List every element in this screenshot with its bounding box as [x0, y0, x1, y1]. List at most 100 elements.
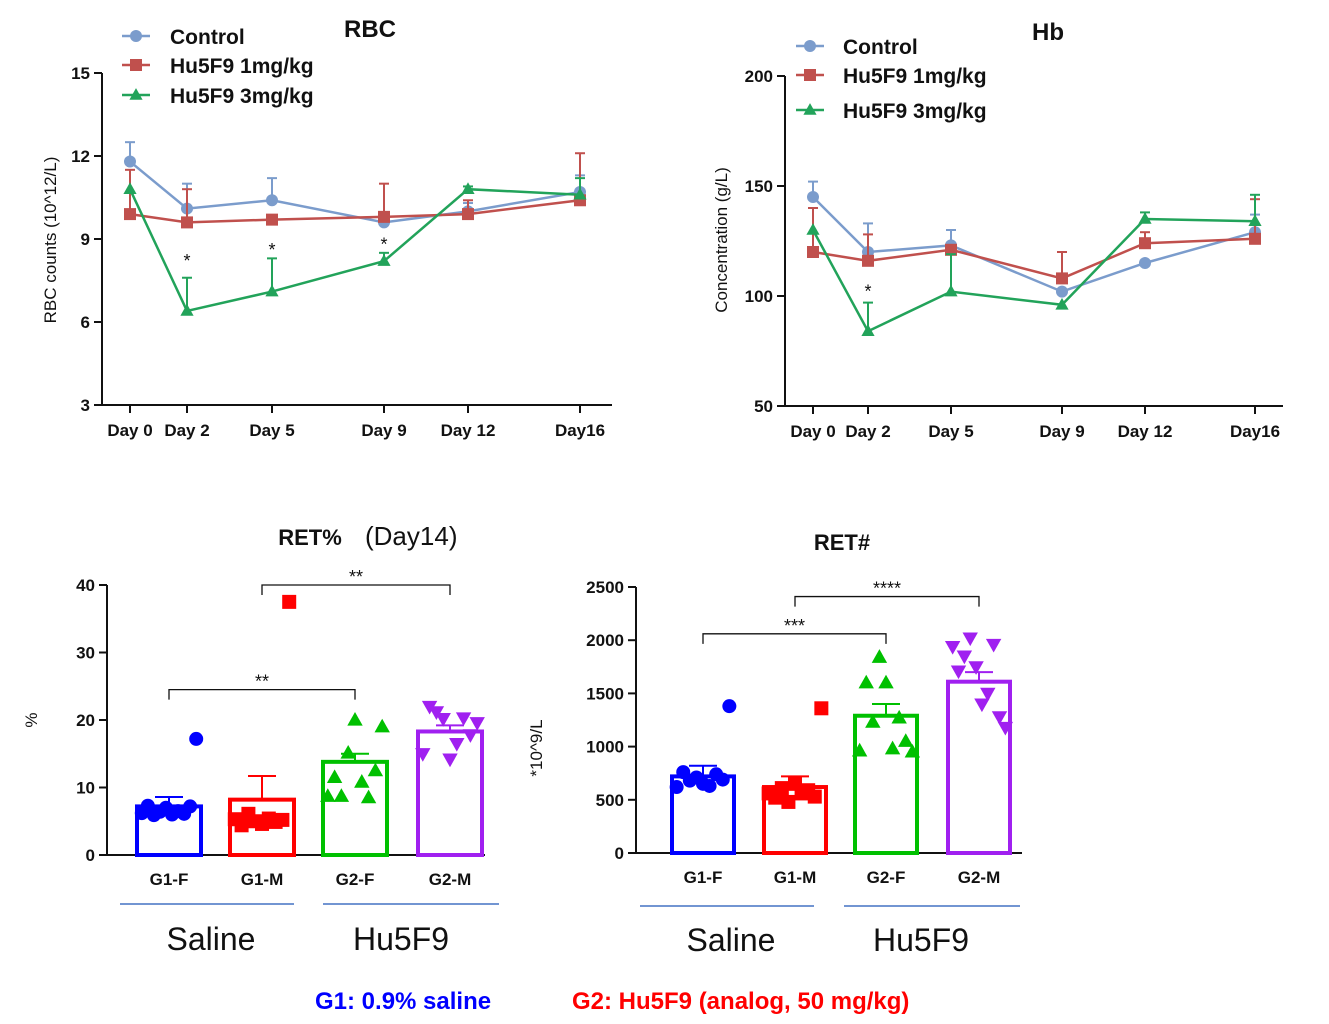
data-point [435, 713, 451, 727]
x-tick-label: Day 9 [361, 421, 406, 440]
data-point [858, 674, 874, 689]
y-tick-label: 30 [76, 644, 95, 663]
data-point [377, 254, 391, 266]
series-line [128, 187, 581, 313]
chart-title: RET# [814, 530, 870, 555]
hb-chart: 50 100 150 200 Day 0 Day 2 Day 5 Day 9 Day 12 Day… [712, 19, 1283, 441]
data-point [871, 649, 888, 663]
data-point [1139, 257, 1151, 269]
data-point [1248, 214, 1262, 226]
comparison-bracket [261, 584, 451, 595]
significance-star: * [380, 235, 387, 255]
data-point [944, 640, 961, 655]
legend-marker [804, 69, 816, 81]
series-2 [807, 198, 1261, 285]
legend-entry: Control [170, 26, 245, 49]
data-point [333, 788, 350, 802]
chart-title: Hb [1032, 19, 1064, 46]
data-point [781, 794, 796, 809]
legend-marker [804, 40, 816, 52]
data-point [1055, 297, 1069, 310]
y-tick-label: 50 [754, 397, 773, 416]
data-point [904, 743, 921, 758]
x-tick-label: G2-M [429, 870, 472, 889]
data-point [861, 324, 875, 336]
x-tick-label: G1-M [241, 870, 284, 889]
data-point [354, 774, 370, 788]
bar-group-g2-m [415, 700, 485, 857]
data-point [266, 194, 278, 207]
y-tick-label: 2000 [586, 631, 624, 650]
significance-stars: ** [255, 672, 269, 692]
group-label: Saline [687, 922, 776, 958]
data-point [1138, 212, 1152, 224]
data-point [1056, 285, 1068, 298]
series-line [812, 196, 1256, 293]
data-point [461, 182, 475, 194]
comparison-bracket [168, 688, 356, 700]
data-point [997, 721, 1014, 736]
bar-group-g1-m [761, 701, 829, 855]
data-point [962, 632, 978, 647]
data-point [442, 753, 458, 768]
y-tick-label: 1000 [586, 738, 624, 757]
data-point [862, 254, 874, 267]
data-point [189, 731, 204, 746]
significance-star: * [268, 240, 275, 260]
data-point [360, 789, 377, 804]
data-point [455, 712, 472, 727]
bar-group-g1-f [669, 699, 737, 856]
comparison-bracket [702, 633, 887, 644]
data-point [265, 284, 279, 297]
data-point [814, 701, 829, 716]
data-point [898, 733, 914, 747]
y-tick-label: 500 [596, 791, 624, 810]
group-label: Saline [167, 921, 256, 957]
y-axis-label: *10^9/L [527, 719, 546, 776]
data-point [974, 698, 990, 713]
data-point [326, 769, 343, 783]
data-point [980, 687, 996, 702]
data-point [891, 709, 907, 724]
significance-star: * [183, 251, 190, 271]
x-tick-label: Day 2 [164, 421, 209, 440]
data-point [865, 714, 881, 728]
significance-stars: ** [349, 567, 363, 587]
data-point [469, 717, 485, 731]
data-point [275, 812, 290, 827]
y-tick-label: 20 [76, 711, 95, 730]
series-3 [806, 193, 1262, 336]
y-tick-label: 6 [81, 313, 90, 332]
data-point [884, 740, 901, 755]
y-tick-label: 0 [615, 844, 624, 863]
group-label: Hu5F9 [353, 921, 449, 957]
x-tick-label: Day16 [1230, 422, 1280, 441]
x-tick-label: Day 5 [249, 421, 294, 440]
rbc-chart: 3 6 9 12 15 Day 0 Day 2 Day 5 Day 9 Day 12 Day16 RB… [41, 16, 612, 440]
data-point [702, 778, 717, 793]
data-point [851, 742, 868, 757]
y-tick-label: 40 [76, 576, 95, 595]
series-line [129, 199, 581, 224]
ret-percent-chart: 0 10 20 30 40 RET% (Day14)% G1-F G1-M G2-F G2-M ** *… [22, 521, 499, 957]
legend-marker [130, 59, 142, 71]
data-point [374, 718, 390, 733]
y-axis-label: RBC counts (10^12/L) [41, 157, 60, 324]
data-point [183, 799, 198, 814]
legend-entry: Hu5F9 1mg/kg [170, 55, 314, 78]
x-tick-label: Day 9 [1039, 422, 1084, 441]
data-point [1249, 232, 1261, 245]
data-point [774, 781, 789, 796]
y-tick-label: 15 [71, 64, 90, 83]
y-tick-label: 1500 [586, 684, 624, 703]
bar [946, 679, 1012, 855]
data-point [669, 780, 684, 795]
data-point [124, 155, 136, 168]
data-point [234, 818, 249, 833]
legend-marker [129, 88, 143, 100]
series-1 [124, 141, 586, 229]
group-label: Hu5F9 [873, 922, 969, 958]
data-point [950, 665, 967, 680]
series-line [129, 160, 581, 224]
